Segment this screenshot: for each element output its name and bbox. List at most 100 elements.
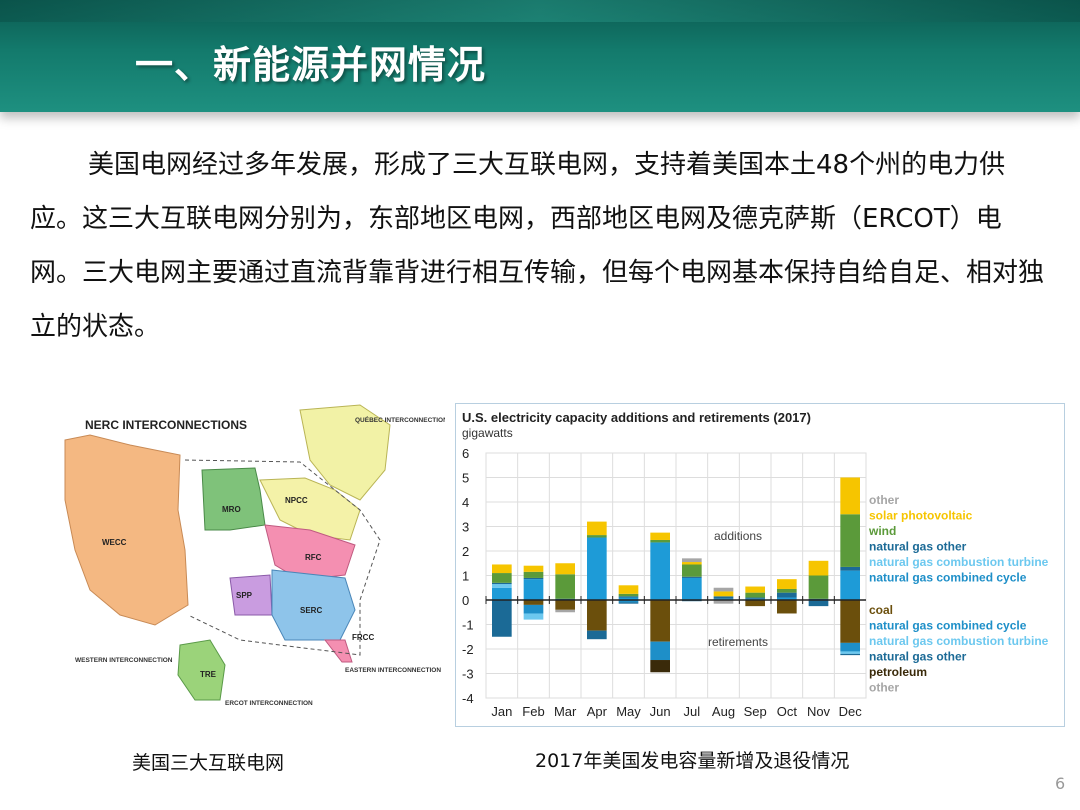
- bar-segment: [777, 597, 797, 600]
- slide-title: 一、新能源并网情况: [135, 43, 487, 87]
- bar-segment: [650, 532, 670, 540]
- x-tick-label: Dec: [839, 704, 863, 719]
- legend-retirement: natural gas other: [869, 650, 967, 664]
- label-spp: SPP: [236, 591, 253, 600]
- bar-segment: [555, 563, 575, 575]
- legend-retirement: natural gas combustion turbine: [869, 634, 1049, 648]
- bar-segment: [587, 630, 607, 640]
- legend-retirement: other: [869, 681, 899, 695]
- chart-title: U.S. electricity capacity additions and …: [462, 410, 811, 425]
- x-tick-label: Jun: [650, 704, 671, 719]
- bar-segment: [840, 566, 860, 571]
- bar-segment: [555, 574, 575, 599]
- bar-segment: [840, 514, 860, 567]
- bar-segment: [618, 593, 639, 597]
- label-quebec: QUÉBEC INTERCONNECTION: [355, 415, 445, 424]
- y-tick-label: 3: [462, 520, 469, 535]
- region-serc: [271, 569, 356, 641]
- bar-segment: [523, 579, 544, 600]
- legend-addition: natural gas combined cycle: [869, 571, 1027, 585]
- bar-segment: [492, 573, 512, 583]
- bar-segment: [808, 560, 829, 576]
- x-tick-label: Sep: [744, 704, 767, 719]
- x-tick-label: Oct: [777, 704, 798, 719]
- x-tick-label: Nov: [807, 704, 831, 719]
- bar-segment: [777, 579, 797, 589]
- x-tick-label: Apr: [587, 704, 608, 719]
- slide-header: 一、新能源并网情况: [0, 0, 1080, 112]
- page-number: 6: [1055, 774, 1066, 793]
- bar-segment: [713, 600, 734, 604]
- map-caption: 美国三大互联电网: [132, 752, 285, 774]
- bar-segment: [682, 562, 702, 565]
- bar-segment: [618, 596, 639, 598]
- legend-addition: other: [869, 493, 899, 507]
- region-mro: [201, 467, 266, 531]
- label-western: WESTERN INTERCONNECTION: [75, 657, 173, 664]
- nerc-map: NERC INTERCONNECTIONS WECC MRO NPCC RFC …: [64, 404, 445, 707]
- bar-segment: [523, 577, 544, 580]
- bar-segment: [682, 577, 702, 600]
- bar-segment: [492, 584, 512, 588]
- bar-segment: [523, 613, 544, 620]
- bar-segment: [523, 604, 544, 614]
- x-tick-label: Jan: [491, 704, 512, 719]
- legend-retirement: coal: [869, 603, 893, 617]
- bar-segment: [555, 600, 575, 610]
- bar-segment: [587, 537, 607, 600]
- eastern-boundary: [184, 459, 381, 656]
- capacity-chart: U.S. electricity capacity additions and …: [462, 410, 1049, 719]
- y-tick-label: -2: [462, 642, 474, 657]
- bar-segment: [682, 558, 702, 563]
- bar-segment: [523, 565, 544, 572]
- bar-segment: [713, 591, 734, 597]
- bar-segment: [555, 609, 575, 613]
- label-rfc: RFC: [305, 553, 322, 562]
- bar-segment: [587, 535, 607, 538]
- legend-addition: solar photovoltaic: [869, 509, 973, 523]
- y-axis-label: gigawatts: [462, 426, 513, 440]
- label-tre: TRE: [200, 670, 217, 679]
- legend-addition: wind: [868, 524, 896, 538]
- bar-segment: [618, 585, 639, 594]
- bar-segment: [713, 587, 734, 592]
- label-serc: SERC: [300, 606, 322, 615]
- x-tick-label: Feb: [522, 704, 544, 719]
- bar-segment: [650, 539, 670, 543]
- x-tick-label: Jul: [684, 704, 701, 719]
- bar-segment: [840, 653, 860, 656]
- bar-segment: [840, 570, 860, 600]
- y-tick-label: 2: [462, 544, 469, 559]
- bar-segment: [650, 600, 670, 642]
- bar-segment: [840, 651, 860, 654]
- region-npcc: [259, 477, 361, 541]
- bar-segment: [808, 575, 829, 599]
- bar-segment: [777, 600, 797, 614]
- y-tick-label: 5: [462, 471, 469, 486]
- y-tick-label: 4: [462, 495, 469, 510]
- bar-segment: [492, 600, 512, 637]
- bar-segment: [650, 660, 670, 673]
- bar-segment: [618, 600, 639, 603]
- bar-segment: [682, 576, 702, 578]
- bar-segment: [745, 597, 765, 599]
- label-mro: MRO: [222, 505, 241, 514]
- region-quebec: [299, 404, 391, 501]
- legend-addition: natural gas other: [869, 540, 967, 554]
- y-tick-label: 0: [462, 593, 469, 608]
- x-tick-label: May: [616, 704, 641, 719]
- label-npcc: NPCC: [285, 496, 308, 505]
- y-tick-label: -3: [462, 667, 474, 682]
- label-ercot: ERCOT INTERCONNECTION: [225, 700, 313, 707]
- label-wecc: WECC: [102, 538, 127, 547]
- bar-segment: [745, 592, 765, 598]
- map-title: NERC INTERCONNECTIONS: [85, 418, 247, 432]
- bar-segment: [745, 600, 765, 607]
- bar-segment: [587, 521, 607, 536]
- bar-segment: [492, 582, 512, 585]
- bar-segment: [523, 600, 544, 605]
- bar-segment: [650, 641, 670, 661]
- bar-segment: [840, 642, 860, 652]
- body-paragraph: 美国电网经过多年发展，形成了三大互联电网，支持着美国本土48个州的电力供应。这三…: [30, 150, 1045, 342]
- region-rfc: [264, 524, 356, 581]
